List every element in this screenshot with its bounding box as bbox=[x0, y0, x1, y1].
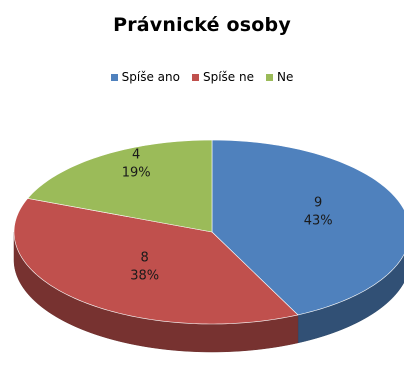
pie-slice-spise-ano bbox=[211, 139, 404, 316]
legend-swatch-spise-ne bbox=[191, 73, 199, 81]
legend-item-ne: Ne bbox=[265, 70, 294, 84]
data-label-value-spise-ano: 9 bbox=[314, 196, 322, 211]
data-label-value-spise-ne: 8 bbox=[141, 251, 149, 266]
data-label-percent-ne: 19% bbox=[122, 165, 151, 180]
legend-label-spise-ne: Spíše ne bbox=[202, 70, 254, 84]
legend-item-spise-ne: Spíše ne bbox=[191, 70, 254, 84]
chart-title: Právnické osoby bbox=[113, 14, 291, 36]
legend-item-spise-ano: Spíše ano bbox=[110, 70, 180, 84]
legend: Spíše ano Spíše ne Ne bbox=[0, 70, 404, 84]
legend-swatch-spise-ano bbox=[110, 73, 118, 81]
data-label-percent-spise-ano: 43% bbox=[304, 214, 333, 229]
pie-slice-spise-ne bbox=[13, 198, 299, 325]
legend-label-ne: Ne bbox=[276, 70, 294, 84]
data-label-value-ne: 4 bbox=[132, 147, 140, 162]
legend-label-spise-ano: Spíše ano bbox=[121, 70, 180, 84]
pie-slice-ne bbox=[27, 139, 213, 233]
legend-swatch-ne bbox=[265, 73, 273, 81]
data-label-percent-spise-ne: 38% bbox=[130, 269, 159, 284]
